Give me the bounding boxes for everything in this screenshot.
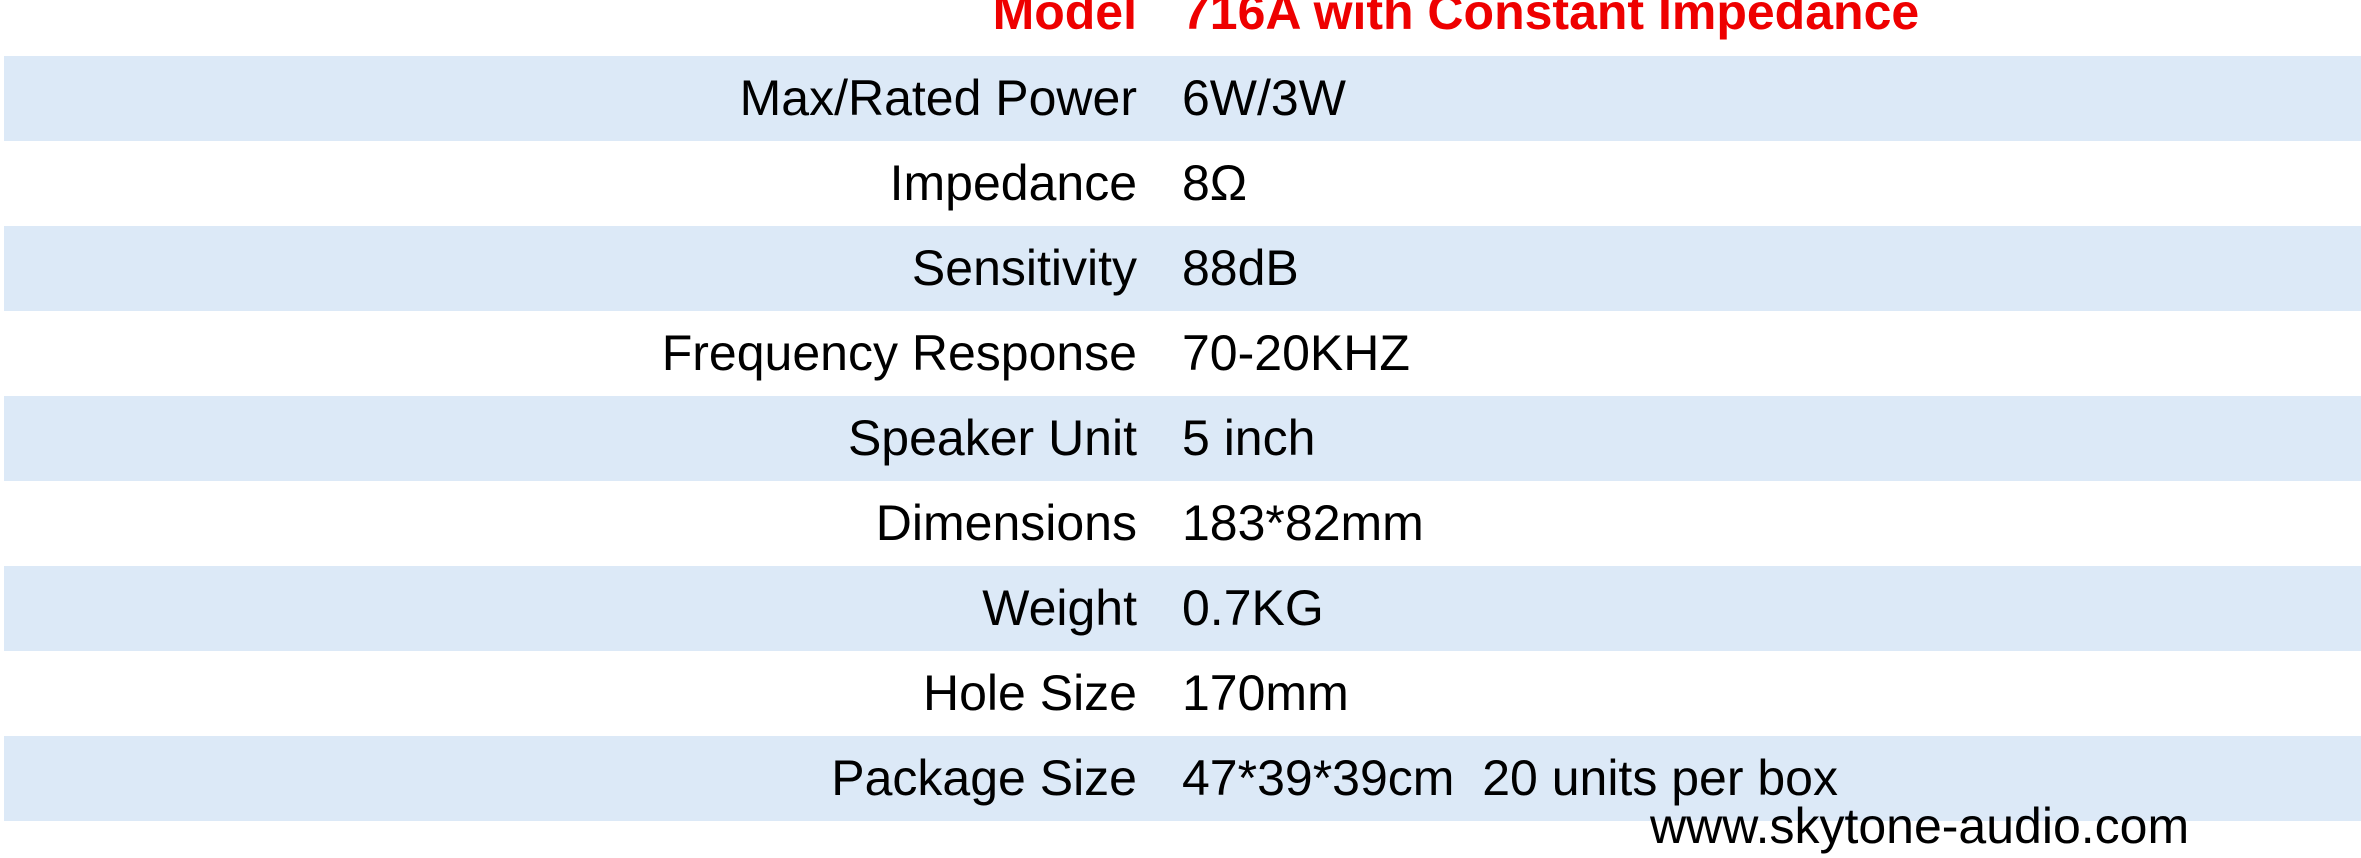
spec-value: 5 inch <box>1182 410 1316 466</box>
spec-label: Sensitivity <box>911 240 1137 296</box>
row-band <box>4 226 2361 311</box>
spec-label: Dimensions <box>875 495 1137 551</box>
spec-value: 0.7KG <box>1182 580 1324 636</box>
row-band <box>4 736 2361 821</box>
row-band <box>4 566 2361 651</box>
spec-label: Impedance <box>889 155 1137 211</box>
spec-value: 6W/3W <box>1182 70 1346 126</box>
spec-value: 88dB <box>1182 240 1299 296</box>
spec-label: Hole Size <box>923 665 1137 721</box>
header-label: Model <box>992 0 1137 40</box>
row-band <box>4 56 2361 141</box>
spec-label: Package Size <box>831 750 1137 806</box>
spec-label: Frequency Response <box>661 325 1137 381</box>
spec-label: Max/Rated Power <box>739 70 1137 126</box>
website: www.skytone-audio.com <box>1650 798 2190 854</box>
spec-label: Speaker Unit <box>847 410 1137 466</box>
spec-value: 183*82mm <box>1182 495 1424 551</box>
spec-value: 170mm <box>1182 665 1349 721</box>
spec-value: 47*39*39cm 20 units per box <box>1182 750 1838 806</box>
spec-label: Weight <box>982 580 1137 636</box>
header-value: 716A with Constant Impedance <box>1182 0 1920 40</box>
row-band <box>4 396 2361 481</box>
spec-value: 8Ω <box>1182 155 1248 211</box>
spec-value: 70-20KHZ <box>1182 325 1410 381</box>
